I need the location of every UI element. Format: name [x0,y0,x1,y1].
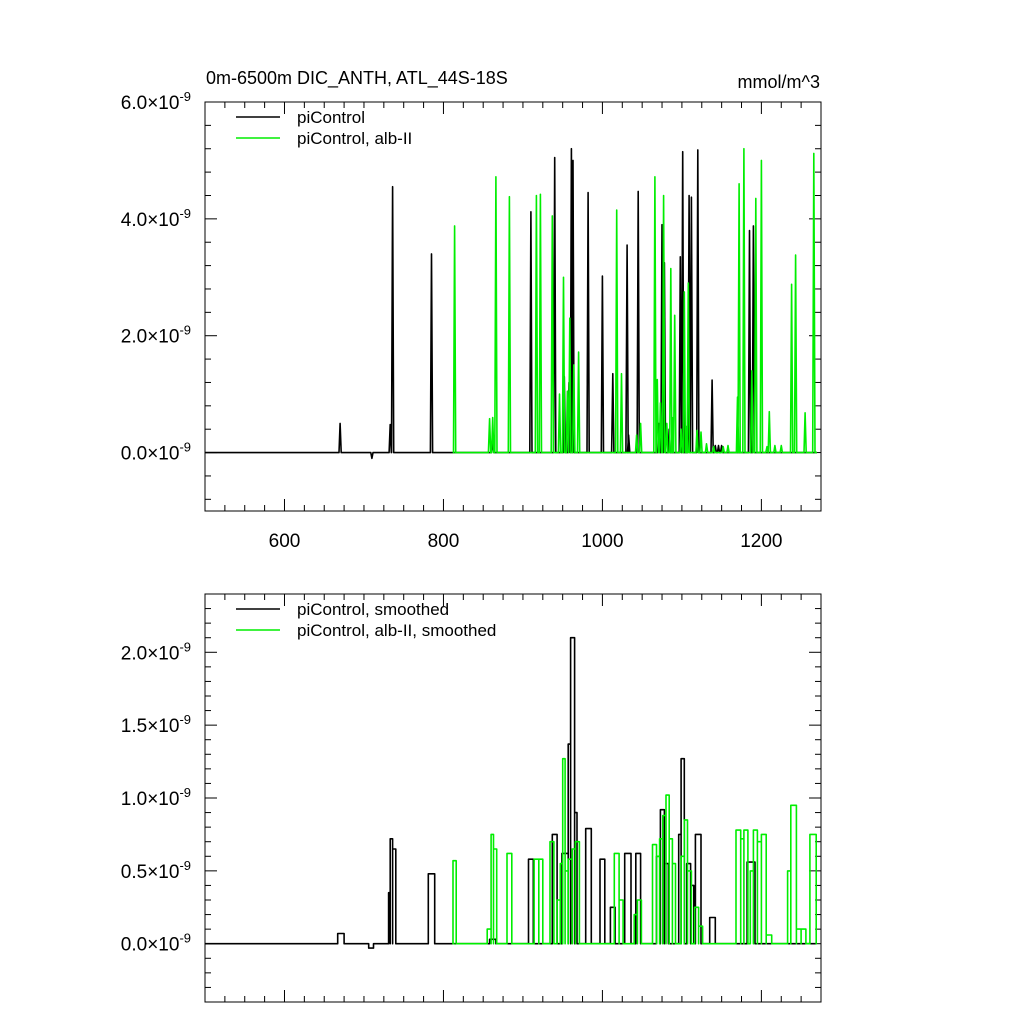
bottom-legend: piControl, smoothed piControl, alb-II, sm… [236,600,496,640]
bottom-y-tick-label: 1.0×10-9 [121,785,191,810]
top-series-line-2 [452,147,817,454]
top-legend: piControl piControl, alb-II [236,108,412,148]
chart-title: 0m-6500m DIC_ANTH, ATL_44S-18S [206,68,508,89]
bottom-axes: 0.0×10-9 0.5×10-9 1.0×10-9 1.5×10-9 2.0×10-9 [121,593,822,1003]
top-x-tick-label: 600 [269,531,301,552]
top-series-group [205,147,817,460]
bottom-legend-label: piControl, smoothed [297,600,449,619]
top-axes: 600 800 1000 1200 0.0×10-9 2.0×10-9 4.0×10-9 6.… [121,89,822,552]
top-x-tick-label: 1200 [740,531,782,552]
top-y-tick-label: 4.0×10-9 [121,206,191,231]
top-y-tick-label: 0.0×10-9 [121,440,191,465]
bottom-y-tick-label: 2.0×10-9 [121,639,191,664]
bottom-plot-frame [204,593,822,1003]
top-y-tick-label: 2.0×10-9 [121,323,191,348]
top-x-tick-label: 1000 [581,531,623,552]
bottom-panel: 0.0×10-9 0.5×10-9 1.0×10-9 1.5×10-9 2.0×10-9… [121,593,822,1003]
bottom-series-group [205,636,817,949]
top-y-tick-label: 6.0×10-9 [121,89,191,114]
bottom-legend-label: piControl, alb-II, smoothed [297,621,496,640]
bottom-series-line-2 [452,757,817,945]
top-x-tick-label: 800 [428,531,460,552]
top-plot-frame [204,101,822,512]
bottom-y-tick-label: 0.5×10-9 [121,858,191,883]
top-legend-label: piControl [297,108,365,127]
top-legend-label: piControl, alb-II [297,129,412,148]
bottom-y-tick-label: 1.5×10-9 [121,712,191,737]
units-label: mmol/m^3 [738,72,820,92]
bottom-y-tick-label: 0.0×10-9 [121,931,191,956]
top-panel: 0m-6500m DIC_ANTH, ATL_44S-18S mmol/m^3 … [121,68,822,552]
